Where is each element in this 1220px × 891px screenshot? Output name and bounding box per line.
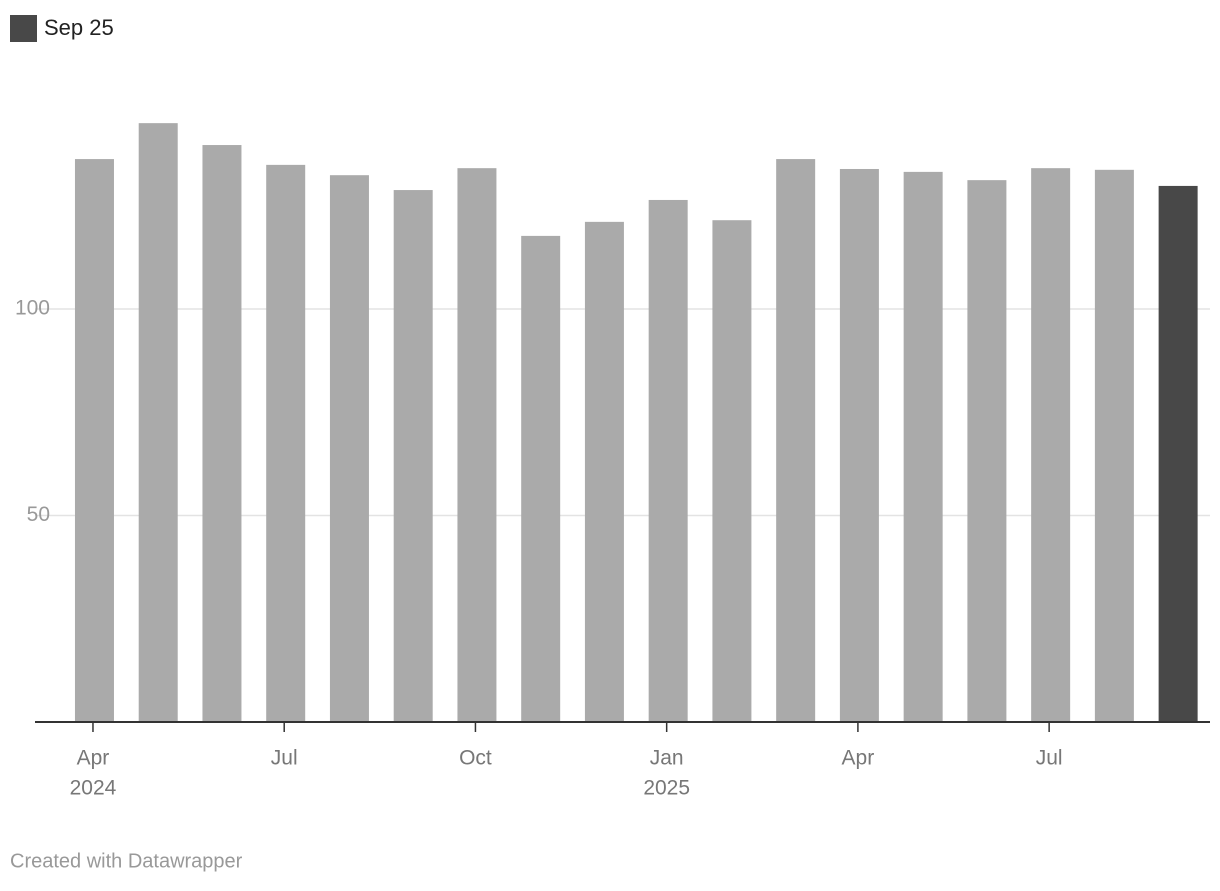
- bar: [1158, 185, 1198, 722]
- x-tick-label: Oct: [459, 747, 492, 770]
- bar: [329, 175, 369, 723]
- footer: Created with Datawrapper: [10, 850, 243, 872]
- legend-label: Sep 25: [44, 15, 114, 40]
- x-tick-label: Jan: [650, 747, 684, 770]
- bar: [74, 159, 114, 722]
- y-tick-label: 100: [15, 297, 50, 320]
- legend-swatch: [10, 15, 37, 42]
- x-tick-label: Apr: [77, 747, 110, 770]
- x-tick-label: Jul: [1036, 747, 1063, 770]
- x-tick-label: Jul: [271, 747, 298, 770]
- bar: [138, 123, 178, 722]
- bar: [648, 199, 688, 722]
- bar: [839, 168, 879, 723]
- bar: [1031, 168, 1071, 723]
- bar: [1094, 169, 1134, 723]
- bar: [776, 159, 816, 722]
- bar: [393, 190, 433, 722]
- x-tick-label: Apr: [842, 747, 875, 770]
- bar: [967, 180, 1007, 723]
- bar: [521, 235, 561, 723]
- x-year-label: 2025: [643, 777, 690, 800]
- bar: [266, 164, 306, 722]
- bar: [712, 220, 752, 722]
- bar: [584, 221, 624, 722]
- bar: [457, 168, 497, 723]
- x-year-label: 2024: [70, 777, 117, 800]
- bar: [202, 145, 242, 722]
- bar: [903, 171, 943, 722]
- y-tick-label: 50: [27, 503, 50, 526]
